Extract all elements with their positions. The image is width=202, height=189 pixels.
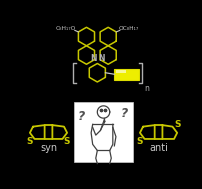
- Text: n: n: [144, 84, 149, 92]
- Text: S: S: [64, 137, 70, 146]
- Bar: [114, 69, 139, 80]
- Bar: [74, 102, 133, 162]
- Text: S: S: [174, 120, 180, 129]
- Text: OC₈H₁₇: OC₈H₁₇: [119, 26, 139, 31]
- Text: N: N: [99, 54, 105, 63]
- Text: syn: syn: [40, 143, 57, 153]
- Bar: [116, 70, 126, 73]
- Text: ?: ?: [78, 110, 85, 123]
- Text: S: S: [137, 137, 143, 146]
- Text: ?: ?: [121, 107, 128, 120]
- Text: C₈H₁₇O: C₈H₁₇O: [55, 26, 76, 31]
- Text: anti: anti: [149, 143, 168, 153]
- Text: N: N: [90, 54, 97, 63]
- Text: S: S: [27, 137, 33, 146]
